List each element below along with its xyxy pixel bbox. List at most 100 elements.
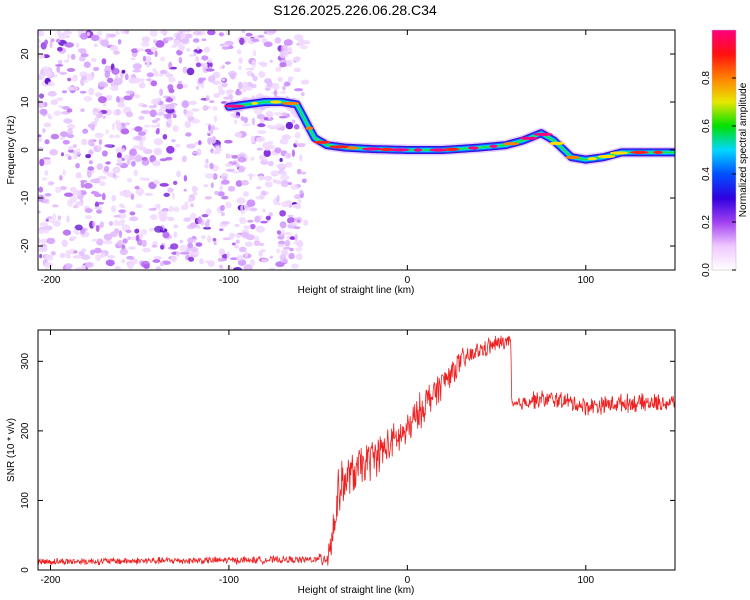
noise-blob — [256, 136, 266, 143]
noise-blob — [195, 56, 200, 62]
noise-blob — [218, 248, 226, 256]
noise-blob — [96, 163, 104, 171]
noise-blob — [290, 184, 300, 190]
noise-blob — [67, 155, 72, 161]
noise-blob — [80, 108, 85, 113]
noise-blob — [71, 75, 78, 82]
noise-blob — [291, 119, 296, 124]
noise-blob — [124, 122, 130, 126]
noise-blob — [264, 175, 273, 181]
noise-blob — [189, 54, 195, 57]
x-tick-label: 0 — [405, 275, 411, 286]
noise-blob — [100, 252, 106, 258]
noise-blob — [219, 185, 223, 191]
noise-blob — [120, 128, 130, 135]
noise-blob — [162, 231, 170, 239]
noise-blob — [257, 123, 266, 128]
trace-hotspot — [549, 141, 565, 145]
noise-blob — [159, 30, 168, 35]
noise-blob — [90, 124, 95, 131]
noise-blob — [42, 198, 49, 204]
noise-blob — [178, 44, 185, 52]
noise-blob — [282, 246, 291, 250]
noise-blob — [83, 182, 93, 189]
noise-blob — [152, 241, 159, 246]
noise-blob — [148, 227, 154, 232]
noise-blob — [60, 186, 67, 191]
noise-blob — [241, 232, 250, 238]
noise-blob — [93, 111, 99, 116]
noise-blob — [256, 147, 263, 151]
noise-blob — [207, 260, 215, 267]
noise-blob — [280, 44, 288, 52]
noise-blob — [223, 176, 227, 181]
noise-blob — [88, 149, 94, 156]
noise-blob — [283, 250, 289, 256]
noise-blob — [279, 138, 284, 144]
noise-blob — [234, 132, 243, 138]
noise-blob — [284, 152, 288, 159]
noise-blob — [195, 85, 200, 90]
noise-blob — [105, 32, 110, 39]
noise-blob — [221, 195, 229, 200]
noise-blob — [254, 216, 261, 223]
noise-blob — [50, 99, 58, 106]
noise-blob — [62, 140, 70, 145]
noise-blob — [39, 253, 43, 259]
noise-blob — [277, 76, 284, 83]
noise-blob — [287, 76, 293, 83]
noise-blob — [142, 55, 147, 62]
noise-blob — [260, 176, 266, 180]
noise-blob — [142, 104, 148, 108]
noise-blob — [294, 139, 299, 145]
noise-blob — [167, 84, 174, 91]
noise-blob — [235, 239, 240, 244]
noise-blob — [44, 139, 50, 145]
noise-blob — [121, 224, 131, 232]
noise-blob — [244, 251, 248, 258]
noise-blob — [112, 122, 115, 131]
noise-blob — [236, 255, 244, 261]
noise-blob — [140, 110, 151, 115]
colorbar-ticks: 0.0 0.2 0.4 0.6 0.8 — [701, 71, 736, 277]
noise-blob — [67, 127, 73, 136]
noise-blob — [231, 242, 236, 246]
noise-blob — [173, 180, 178, 185]
noise-blob — [61, 152, 64, 157]
noise-blob — [258, 250, 263, 257]
noise-blob — [113, 214, 121, 218]
noise-blob — [280, 257, 288, 263]
noise-blob — [163, 209, 168, 218]
noise-blob — [119, 191, 125, 196]
noise-blob — [115, 74, 119, 78]
noise-blob — [38, 101, 45, 109]
noise-blob — [94, 132, 104, 138]
noise-blob — [55, 38, 61, 43]
noise-blob — [165, 36, 174, 41]
noise-blob — [105, 94, 113, 101]
noise-blob — [141, 36, 151, 43]
noise-blob — [34, 200, 38, 204]
x-tick-label: 100 — [577, 275, 594, 286]
noise-blob — [172, 114, 177, 119]
noise-blob — [111, 205, 117, 213]
trace-hotspot — [653, 150, 663, 154]
noise-blob — [139, 139, 144, 147]
noise-blob — [65, 254, 71, 259]
noise-blob — [146, 72, 154, 78]
noise-blob — [209, 162, 214, 170]
noise-blob — [82, 128, 89, 134]
noise-blob — [42, 128, 46, 133]
noise-blob — [278, 233, 285, 238]
noise-blob — [293, 241, 303, 245]
noise-blob — [273, 89, 278, 97]
trace-hotspot — [489, 144, 498, 148]
noise-blob — [294, 233, 299, 242]
noise-blob — [198, 140, 202, 146]
noise-blob — [118, 209, 126, 213]
noise-blob — [154, 50, 158, 58]
noise-blob — [188, 256, 195, 262]
noise-blob — [249, 207, 258, 212]
noise-blob — [91, 238, 99, 242]
noise-blob — [221, 221, 230, 225]
